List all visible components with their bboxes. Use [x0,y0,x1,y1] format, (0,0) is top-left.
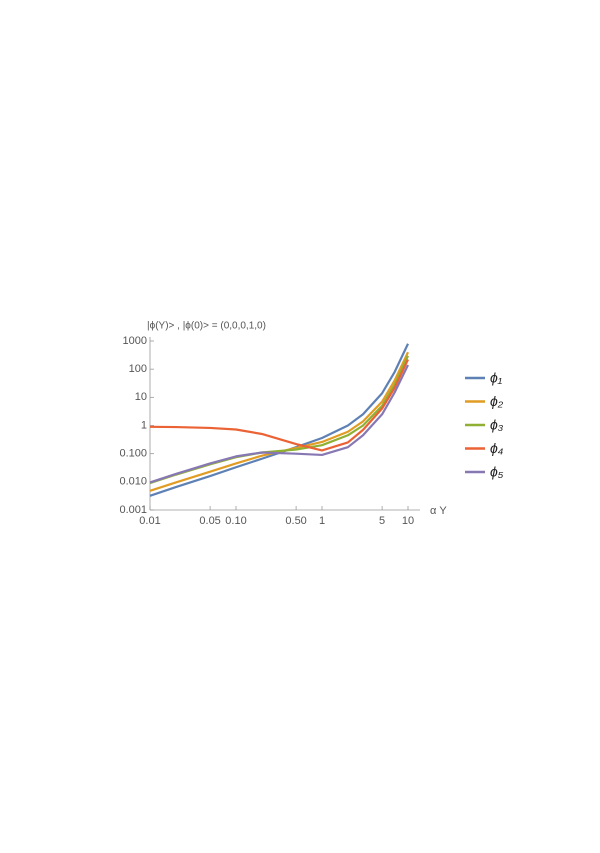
y-tick-label: 0.100 [119,448,147,460]
y-tick-label: 10 [135,391,147,403]
series-line [149,355,409,485]
x-tick-label: 0.10 [225,515,246,527]
y-tick-label: 0.010 [119,476,147,488]
legend-label: ϕ₁ [490,370,503,386]
series-line [149,364,409,484]
y-tick-label: 1000 [123,335,147,347]
chart-title: |ϕ(Y)> , |ϕ(0)> = (0,0,0,1,0) [147,321,266,332]
legend-label: ϕ₃ [490,417,504,433]
x-tick-label: 0.50 [285,515,306,527]
series-line [149,351,409,492]
series-line [149,359,409,452]
x-tick-label: 5 [379,515,385,527]
x-tick-label: 1 [319,515,325,527]
legend-label: ϕ₅ [490,464,504,480]
x-tick-label: 0.05 [199,515,220,527]
legend-label: ϕ₂ [490,393,504,409]
legend-label: ϕ₄ [490,440,504,456]
x-tick-label: 10 [402,515,414,527]
y-tick-label: 0.001 [119,504,147,516]
x-tick-label: 0.01 [139,515,160,527]
x-axis-label: α Y [430,505,447,517]
series-line [149,343,409,497]
y-tick-label: 1 [141,419,147,431]
y-tick-label: 100 [129,363,147,375]
